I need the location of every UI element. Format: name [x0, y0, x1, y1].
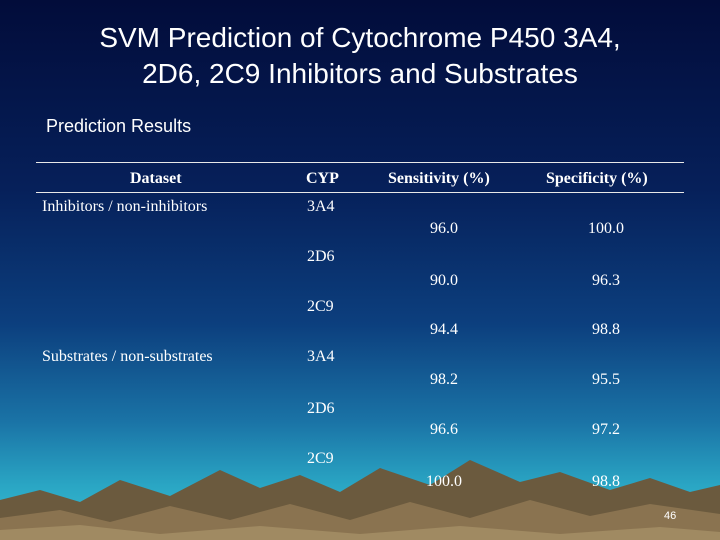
- slide-title-line-1: SVM Prediction of Cytochrome P450 3A4,: [99, 22, 621, 53]
- sensitivity-cell: 94.4: [430, 321, 458, 338]
- cyp-cell: 3A4: [307, 348, 335, 365]
- cyp-cell: 2D6: [307, 400, 335, 417]
- group-label-inhibitors: Inhibitors / non-inhibitors: [42, 198, 208, 215]
- slide-title-line-2: 2D6, 2C9 Inhibitors and Substrates: [142, 58, 578, 89]
- cyp-cell: 3A4: [307, 198, 335, 215]
- cyp-cell: 2D6: [307, 248, 335, 265]
- sensitivity-cell: 90.0: [430, 272, 458, 289]
- specificity-cell: 97.2: [592, 421, 620, 438]
- slide-title: SVM Prediction of Cytochrome P450 3A4, 2…: [0, 20, 720, 92]
- header-sensitivity: Sensitivity (%): [388, 170, 490, 187]
- table-header-divider: [36, 192, 684, 193]
- sensitivity-cell: 100.0: [426, 473, 462, 490]
- specificity-cell: 96.3: [592, 272, 620, 289]
- group-label-substrates: Substrates / non-substrates: [42, 348, 213, 365]
- mountain-landscape-graphic: [0, 460, 720, 540]
- specificity-cell: 98.8: [592, 473, 620, 490]
- table-top-border: [36, 162, 684, 163]
- specificity-cell: 95.5: [592, 371, 620, 388]
- specificity-cell: 98.8: [592, 321, 620, 338]
- header-specificity: Specificity (%): [546, 170, 648, 187]
- sensitivity-cell: 96.6: [430, 421, 458, 438]
- sensitivity-cell: 96.0: [430, 220, 458, 237]
- header-cyp: CYP: [306, 170, 339, 187]
- page-number: 46: [664, 510, 677, 522]
- sensitivity-cell: 98.2: [430, 371, 458, 388]
- cyp-cell: 2C9: [307, 298, 334, 315]
- header-dataset: Dataset: [130, 170, 182, 187]
- slide-subtitle: Prediction Results: [46, 116, 192, 136]
- cyp-cell: 2C9: [307, 450, 334, 467]
- specificity-cell: 100.0: [588, 220, 624, 237]
